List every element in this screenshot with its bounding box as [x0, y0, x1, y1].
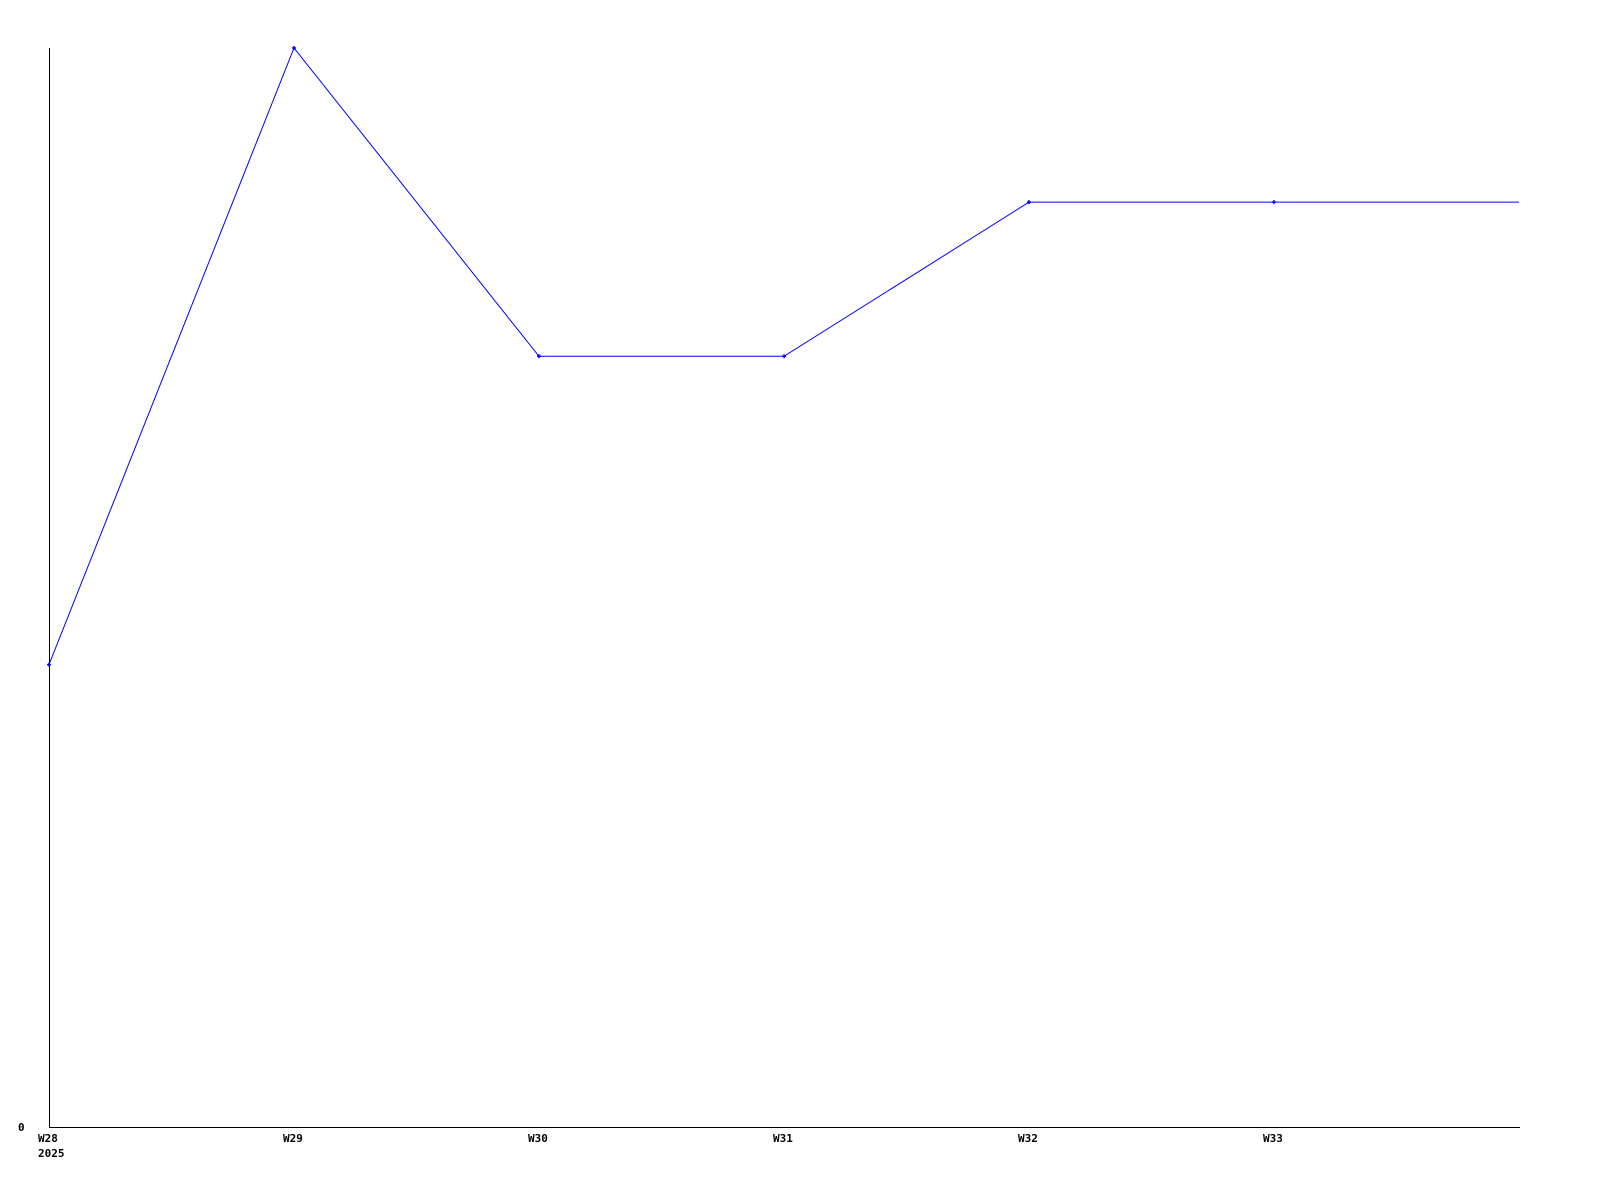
y-tick-label-0: 0 [18, 1121, 25, 1134]
x-tick-label-w30: W30 [528, 1132, 548, 1145]
x-sublabel-year: 2025 [38, 1147, 65, 1160]
x-tick-label-w33: W33 [1263, 1132, 1283, 1145]
data-point-w29 [292, 46, 296, 50]
x-tick-label-w32: W32 [1018, 1132, 1038, 1145]
data-point-w33 [1272, 200, 1276, 205]
data-point-w31 [782, 354, 786, 359]
x-tick-label-w28: W28 [38, 1132, 58, 1145]
x-tick-label-w31: W31 [773, 1132, 793, 1145]
data-point-w30 [537, 354, 541, 359]
x-tick-label-w29: W29 [283, 1132, 303, 1145]
data-point-w28 [47, 662, 51, 667]
data-point-w32 [1027, 200, 1031, 205]
